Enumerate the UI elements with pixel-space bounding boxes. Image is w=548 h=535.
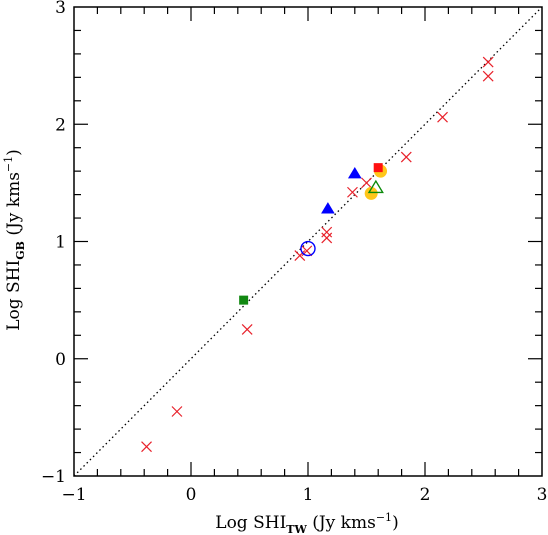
x-tick-label: 2	[420, 485, 431, 505]
cross-point	[171, 406, 183, 417]
y-tick-label: 3	[55, 0, 66, 18]
filled-circle-point	[364, 186, 378, 200]
filled-square-point	[373, 163, 383, 173]
y-tick-label: 1	[55, 233, 66, 253]
axis-tick-labels: −1 0 1 2 3 −1 0 1 2 3	[41, 0, 547, 505]
cross-point	[347, 186, 358, 198]
axis-ticks	[74, 7, 542, 476]
x-tick-label: 3	[537, 485, 548, 505]
y-tick-label: −1	[41, 467, 66, 487]
cross-point	[482, 56, 494, 68]
y-axis-label: Log SHIGB (Jy kms−1)	[2, 149, 27, 331]
x-axis-label: Log SHITW (Jy kms−1)	[215, 511, 398, 535]
cross-point	[321, 232, 333, 244]
filled-triangle-point	[321, 202, 335, 214]
cross-point	[294, 250, 306, 261]
cross-point	[400, 151, 412, 163]
filled-square-point	[239, 295, 249, 305]
cross-point	[361, 177, 372, 189]
x-tick-label: 0	[186, 485, 197, 505]
data-points	[141, 56, 494, 453]
x-tick-label: 1	[303, 485, 314, 505]
x-tick-label: −1	[61, 485, 86, 505]
cross-point	[437, 111, 448, 123]
open-triangle-point	[367, 179, 384, 194]
cross-point	[321, 226, 333, 238]
y-tick-label: 0	[55, 350, 66, 370]
y-tick-label: 2	[55, 115, 66, 135]
cross-point	[241, 324, 253, 335]
cross-point	[482, 70, 494, 82]
filled-triangle-point	[347, 166, 362, 179]
cross-point	[141, 441, 152, 453]
open-circle-point	[300, 240, 316, 257]
